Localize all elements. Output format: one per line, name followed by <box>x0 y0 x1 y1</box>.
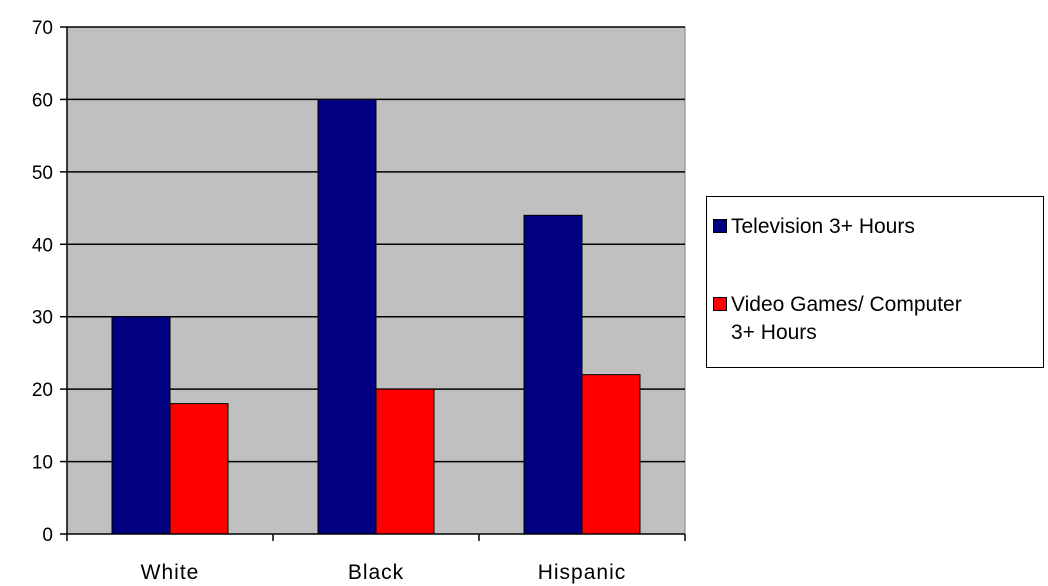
bar-television-black <box>317 98 377 535</box>
y-tick-label: 30 <box>32 308 53 329</box>
y-tick-label: 20 <box>32 380 53 401</box>
x-category-label: White <box>141 561 200 584</box>
legend-label-video-games: Video Games/ Computer 3+ Hours <box>731 291 962 347</box>
x-category-label: Hispanic <box>538 561 627 584</box>
y-tick-label: 50 <box>32 163 53 184</box>
bar-television-white <box>111 316 171 535</box>
bar-video-games-black <box>375 388 435 535</box>
y-tick-label: 40 <box>32 235 53 256</box>
legend-item-video-games: Video Games/ Computer 3+ Hours <box>713 291 962 347</box>
legend-swatch-television <box>713 219 727 233</box>
bar-video-games-white <box>169 403 229 535</box>
y-tick-label: 70 <box>32 18 53 39</box>
legend-item-television: Television 3+ Hours <box>713 213 915 241</box>
y-tick-label: 0 <box>42 525 53 546</box>
bars <box>111 98 641 535</box>
y-tick-label: 10 <box>32 453 53 474</box>
x-category-labels: White Black Hispanic <box>141 561 627 584</box>
bar-television-hispanic <box>523 214 583 535</box>
legend: Television 3+ Hours Video Games/ Compute… <box>706 196 1044 368</box>
legend-label-television: Television 3+ Hours <box>731 215 915 238</box>
legend-label-video-games-line1: Video Games/ Computer <box>731 293 962 316</box>
axes <box>60 26 686 541</box>
x-category-label: Black <box>348 561 404 584</box>
bar-video-games-hispanic <box>581 374 641 535</box>
y-tick-label: 60 <box>32 90 53 111</box>
legend-swatch-video-games <box>713 297 727 311</box>
y-tick-labels: 0 10 20 30 40 50 60 70 <box>32 18 53 546</box>
legend-label-video-games-line2: 3+ Hours <box>731 321 817 344</box>
